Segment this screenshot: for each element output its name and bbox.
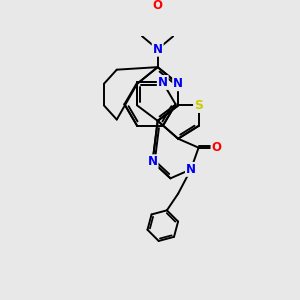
Text: N: N [186,163,196,176]
Text: N: N [148,155,158,168]
Text: S: S [194,99,203,112]
Text: N: N [173,77,183,90]
Text: N: N [158,76,168,89]
Text: O: O [212,141,221,154]
Text: O: O [153,0,163,12]
Text: N: N [153,43,163,56]
